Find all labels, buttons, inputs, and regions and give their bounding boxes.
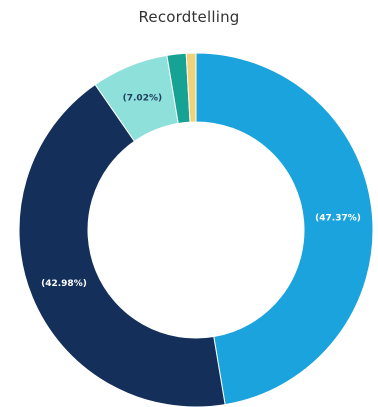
chart-title: Recordtelling: [138, 8, 240, 26]
slice-label-0: (47.37%): [315, 214, 361, 224]
donut-slice-4: [185, 52, 197, 123]
donut-slice-0: [195, 52, 374, 406]
slice-label-2: (7.02%): [123, 93, 162, 103]
donut-slices: [18, 52, 374, 407]
donut-labels: (47.37%) (42.98%) (7.02%): [41, 93, 361, 289]
donut-slice-1: [18, 83, 226, 407]
slice-label-1: (42.98%): [41, 279, 87, 289]
